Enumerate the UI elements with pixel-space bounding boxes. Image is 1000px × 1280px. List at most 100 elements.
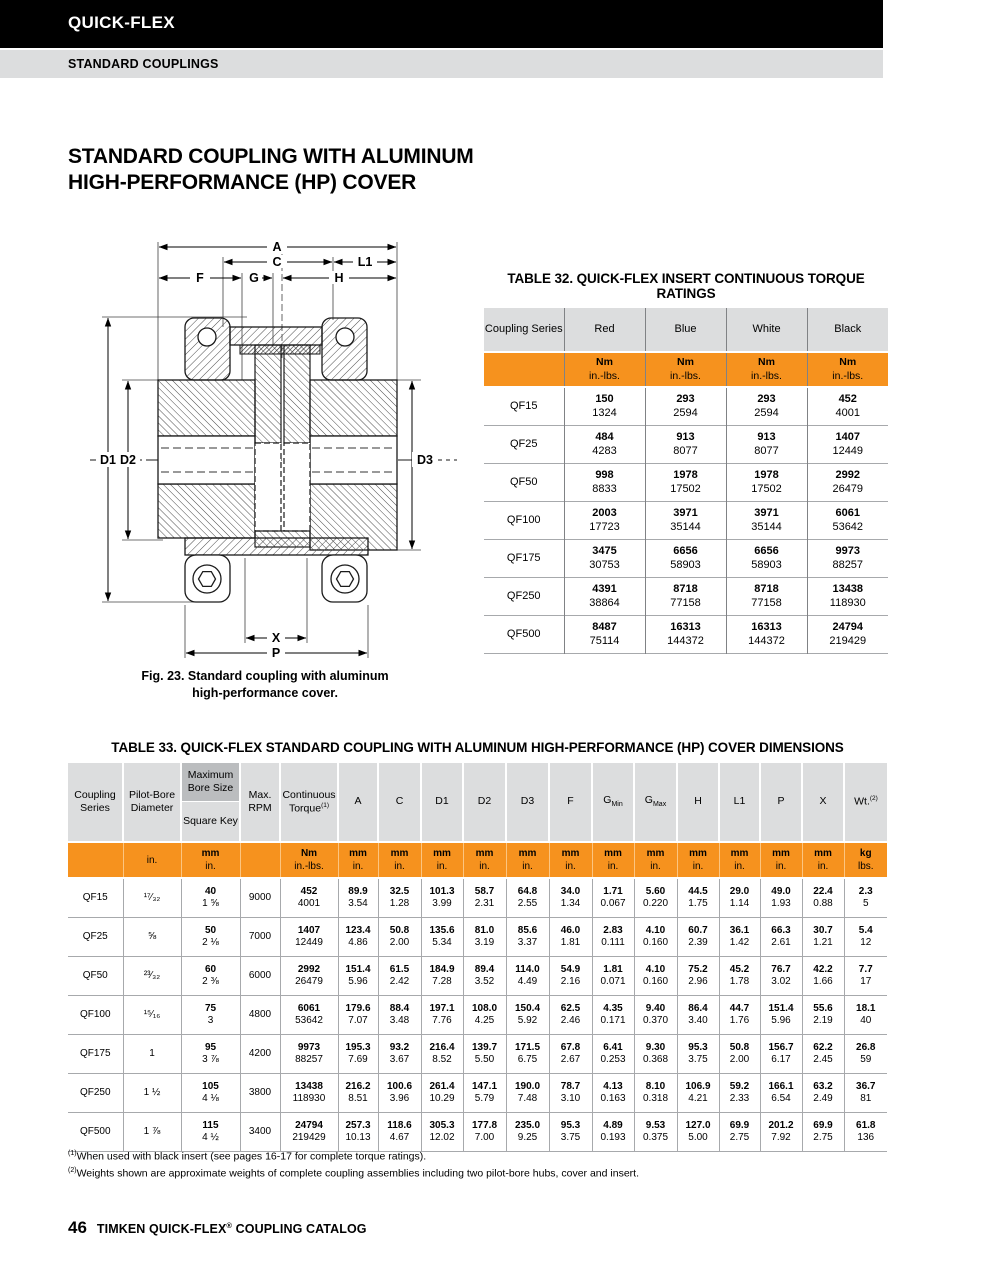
- max-bore-cell: 40 1 ⅝: [181, 878, 241, 918]
- max-rpm-cell: 4200: [240, 1034, 281, 1074]
- units-cell: Nm in.-lbs.: [645, 351, 727, 388]
- dimension-cell: 59.2 2.33: [719, 1073, 761, 1113]
- col-header-max-bore: Maximum Bore Size Square Key: [181, 763, 241, 842]
- torque-rating-cell: 293 2594: [726, 387, 808, 426]
- table-row: QF250 4391 38864 8718 77158 8718 77158 13438 118…: [484, 577, 888, 616]
- units-cell: mm in.: [338, 841, 379, 879]
- dimension-cell: 9.40 0.370: [634, 995, 678, 1035]
- dimension-cell: 261.4 10.29: [421, 1073, 464, 1113]
- dim-label-x: X: [272, 631, 281, 645]
- dimension-cell: 7.7 17: [844, 956, 887, 996]
- dimension-cell: 42.2 1.66: [802, 956, 845, 996]
- torque-rating-cell: 9973 88257: [807, 539, 888, 578]
- figure-caption-line1: Fig. 23. Standard coupling with aluminum: [141, 669, 389, 683]
- dimension-cell: 118.6 4.67: [378, 1112, 422, 1152]
- dimension-cell: 305.3 12.02: [421, 1112, 464, 1152]
- torque-rating-cell: 8718 77158: [645, 577, 727, 616]
- dimension-cell: 49.0 1.93: [760, 878, 803, 918]
- units-cell: Nm in.-lbs.: [280, 841, 339, 879]
- table-33-header-row: Coupling Series Pilot-Bore Diameter Maxi…: [68, 763, 887, 842]
- dimension-cell: 5.4 12: [844, 917, 887, 957]
- col-header-gmax: GMax: [634, 763, 678, 842]
- dimension-cell: 69.9 2.75: [802, 1112, 845, 1152]
- dimension-cell: 8.10 0.318: [634, 1073, 678, 1113]
- dimension-cell: 89.4 3.52: [463, 956, 507, 996]
- dimension-cell: 29.0 1.14: [719, 878, 761, 918]
- dimension-cell: 36.1 1.42: [719, 917, 761, 957]
- col-header-white: White: [726, 308, 808, 352]
- dimension-cell: 1407 12449: [280, 917, 339, 957]
- col-header-d1: D1: [421, 763, 464, 842]
- dimension-cell: 89.9 3.54: [338, 878, 379, 918]
- col-header-pilot-bore: Pilot-Bore Diameter: [123, 763, 182, 842]
- dimension-cell: 4.35 0.171: [592, 995, 635, 1035]
- dimension-cell: 34.0 1.34: [549, 878, 593, 918]
- dimension-cell: 86.4 3.40: [677, 995, 720, 1035]
- table-32-body: QF15 150 1324 293 2594 293 2594 452 4001 QF25 484 4…: [484, 387, 888, 654]
- units-cell: kg lbs.: [844, 841, 887, 879]
- units-cell: in.: [123, 841, 182, 879]
- table-33-body: QF15 ¹⁷⁄₃₂ 40 1 ⅝ 9000 452 4001 89.9 3.54 32.5 1.2…: [68, 878, 887, 1152]
- dimension-cell: 2.83 0.111: [592, 917, 635, 957]
- dimension-cell: 106.9 4.21: [677, 1073, 720, 1113]
- col-header-f: F: [549, 763, 593, 842]
- torque-rating-cell: 1978 17502: [726, 463, 808, 502]
- dim-label-g: G: [249, 271, 259, 285]
- dimension-cell: 114.0 4.49: [506, 956, 550, 996]
- hex-socket-right: [335, 570, 355, 588]
- dimension-cell: 95.3 3.75: [549, 1112, 593, 1152]
- torque-rating-cell: 998 8833: [564, 463, 646, 502]
- max-rpm-cell: 3800: [240, 1073, 281, 1113]
- units-cell: Nm in.-lbs.: [726, 351, 808, 388]
- torque-rating-cell: 6656 58903: [645, 539, 727, 578]
- torque-rating-cell: 484 4283: [564, 425, 646, 464]
- dimension-cell: 32.5 1.28: [378, 878, 422, 918]
- pilot-bore-cell: ¹⁷⁄₃₂: [123, 878, 182, 918]
- figure-caption-line2: high-performance cover.: [192, 685, 338, 700]
- col-header-coupling-series: Coupling Series: [484, 308, 565, 352]
- table-32-units-row: Nm in.-lbs. Nm in.-lbs. Nm in.-lbs. Nm in.-l…: [484, 351, 888, 388]
- footnotes: (1)When used with black insert (see page…: [68, 1148, 639, 1183]
- table-33-units-row: in. mm in. Nm in.-lbs. mm in. mm in. mm in. mm in. mm…: [68, 841, 887, 879]
- dimension-cell: 4.10 0.160: [634, 956, 678, 996]
- units-cell: mm in.: [506, 841, 550, 879]
- units-cell: mm in.: [181, 841, 241, 879]
- col-header-x: X: [802, 763, 845, 842]
- dim-label-c: C: [272, 255, 281, 269]
- col-header-l1: L1: [719, 763, 761, 842]
- page-number: 46: [68, 1218, 87, 1237]
- torque-rating-cell: 2003 17723: [564, 501, 646, 540]
- page-footer: 46 TIMKEN QUICK-FLEX® COUPLING CATALOG: [68, 1218, 367, 1238]
- dimension-labels: A C L1 F G H D1 D2 D3 X P: [96, 240, 438, 660]
- dimension-cell: 4.10 0.160: [634, 917, 678, 957]
- torque-rating-cell: 3971 35144: [726, 501, 808, 540]
- units-cell: mm in.: [592, 841, 635, 879]
- dimension-cell: 195.3 7.69: [338, 1034, 379, 1074]
- coupling-series-cell: QF250: [484, 577, 565, 616]
- table-33: TABLE 33. QUICK-FLEX STANDARD COUPLING W…: [68, 740, 887, 1152]
- dimension-cell: 108.0 4.25: [463, 995, 507, 1035]
- col-header-wt: Wt.(2): [844, 763, 887, 842]
- dimension-cell: 171.5 6.75: [506, 1034, 550, 1074]
- max-bore-cell: 75 3: [181, 995, 241, 1035]
- max-rpm-cell: 3400: [240, 1112, 281, 1152]
- dimension-cell: 123.4 4.86: [338, 917, 379, 957]
- torque-rating-cell: 1978 17502: [645, 463, 727, 502]
- torque-rating-cell: 1407 12449: [807, 425, 888, 464]
- insert-teeth: [254, 344, 311, 548]
- dimension-cell: 177.8 7.00: [463, 1112, 507, 1152]
- coupling-series-cell: QF15: [484, 387, 565, 426]
- torque-rating-cell: 3475 30753: [564, 539, 646, 578]
- max-rpm-cell: 7000: [240, 917, 281, 957]
- col-header-p: P: [760, 763, 803, 842]
- dimension-cell: 45.2 1.78: [719, 956, 761, 996]
- dimension-cell: 66.3 2.61: [760, 917, 803, 957]
- dimension-cell: 101.3 3.99: [421, 878, 464, 918]
- pilot-bore-cell: 1 ⅞: [123, 1112, 182, 1152]
- max-bore-cell: 50 2 ⅛: [181, 917, 241, 957]
- table-row: QF50 998 8833 1978 17502 1978 17502 2992 26479: [484, 463, 888, 502]
- pilot-bore-cell: ⅝: [123, 917, 182, 957]
- dimension-cell: 2992 26479: [280, 956, 339, 996]
- dimension-cell: 9.30 0.368: [634, 1034, 678, 1074]
- units-cell: [68, 841, 124, 879]
